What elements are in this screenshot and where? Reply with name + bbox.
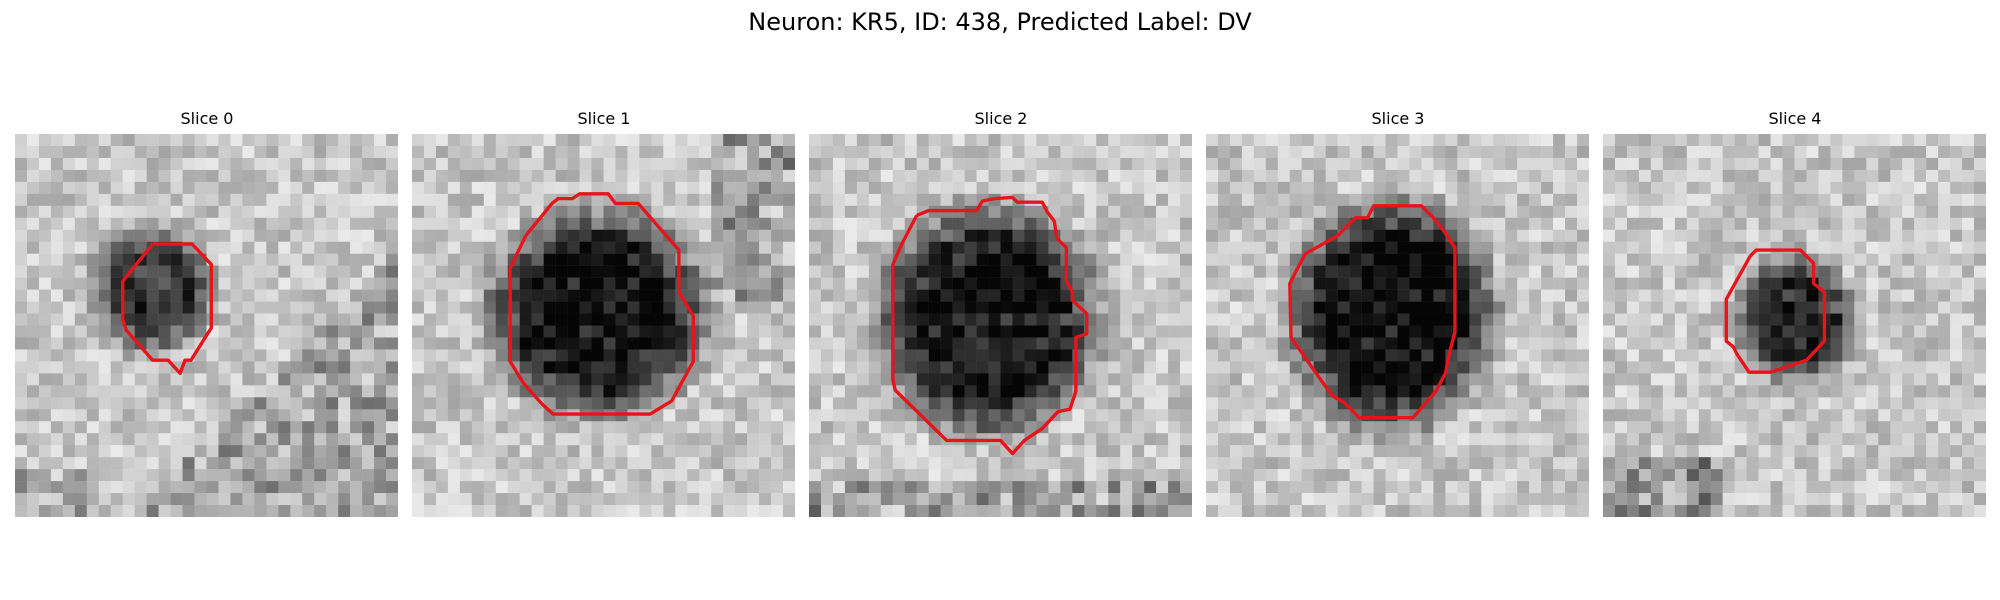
slice-image — [1603, 134, 1986, 517]
slice-image — [412, 134, 795, 517]
pixel-grid — [1206, 134, 1589, 517]
pixel-grid — [412, 134, 795, 517]
slice-panel-0: Slice 0 — [15, 108, 399, 130]
slice-panel-1: Slice 1 — [412, 108, 796, 130]
slice-image — [15, 134, 398, 517]
slice-title: Slice 0 — [15, 108, 399, 130]
slice-image — [1206, 134, 1589, 517]
slice-panel-2: Slice 2 — [809, 108, 1193, 130]
slice-image — [809, 134, 1192, 517]
slice-panel-4: Slice 4 — [1603, 108, 1987, 130]
slice-title: Slice 1 — [412, 108, 796, 130]
slice-title: Slice 4 — [1603, 108, 1987, 130]
pixel-grid — [1603, 134, 1986, 517]
pixel-grid — [15, 134, 398, 517]
slice-panel-3: Slice 3 — [1206, 108, 1590, 130]
slice-title: Slice 3 — [1206, 108, 1590, 130]
slice-title: Slice 2 — [809, 108, 1193, 130]
figure-title: Neuron: KR5, ID: 438, Predicted Label: D… — [0, 6, 2000, 38]
pixel-grid — [809, 134, 1192, 517]
